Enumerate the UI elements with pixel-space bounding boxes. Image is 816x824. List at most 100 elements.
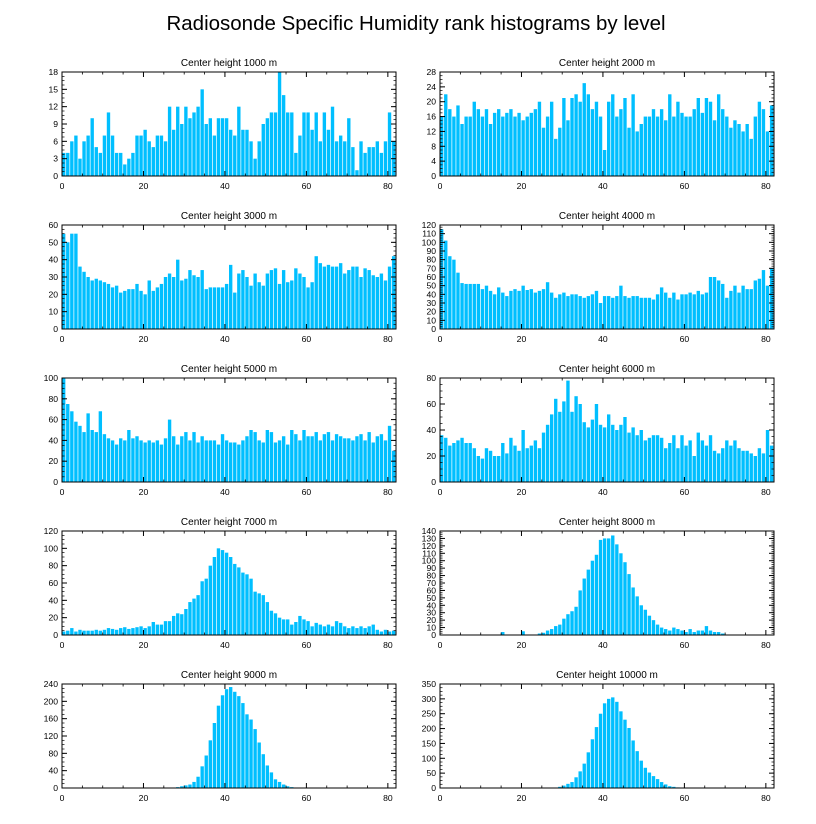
bar <box>171 615 176 635</box>
bar <box>448 256 452 329</box>
bar <box>277 617 282 635</box>
bar <box>66 404 70 482</box>
y-tick-label: 60 <box>48 415 58 425</box>
bar <box>497 287 501 329</box>
bar <box>176 106 180 176</box>
bar <box>159 444 164 482</box>
bar <box>338 135 343 176</box>
bar <box>729 445 733 482</box>
bar <box>265 765 270 788</box>
bar <box>139 440 143 482</box>
panel-5: Center height 5000 m 0 20 40 60 80 0 20 40 60 80 10… <box>44 364 397 497</box>
bar <box>651 435 656 482</box>
bar <box>615 430 619 482</box>
bar <box>501 632 505 635</box>
y-tick-label: 240 <box>44 679 59 689</box>
y-tick-label: 30 <box>48 272 58 282</box>
bar <box>586 752 590 788</box>
bar <box>554 297 558 329</box>
bar <box>570 294 574 329</box>
bar <box>249 578 253 635</box>
bar <box>127 430 131 482</box>
bar <box>708 277 713 329</box>
bar <box>212 723 217 788</box>
bar <box>253 729 257 788</box>
bar <box>562 401 566 482</box>
bar <box>302 277 306 329</box>
bar <box>184 785 188 788</box>
bar <box>765 285 770 329</box>
bar <box>347 118 351 176</box>
bar <box>216 118 221 176</box>
bar <box>257 440 261 482</box>
bar <box>696 98 700 176</box>
x-tick-label: 60 <box>680 640 690 650</box>
bar <box>631 94 635 176</box>
bar <box>509 290 513 329</box>
bar <box>114 629 119 635</box>
bar <box>102 629 107 635</box>
bar <box>119 152 123 176</box>
bar <box>318 263 322 329</box>
bar <box>615 296 619 329</box>
y-tick-label: 80 <box>426 571 436 581</box>
bar <box>86 413 90 482</box>
bar <box>310 129 314 176</box>
panel-title: Center height 2000 m <box>559 58 655 69</box>
bar <box>371 147 375 176</box>
bar <box>554 138 558 176</box>
bar <box>541 127 546 176</box>
bar <box>94 432 98 482</box>
bar <box>566 614 570 635</box>
bar <box>545 630 550 635</box>
bar <box>86 630 90 635</box>
bar <box>733 285 737 329</box>
panel-6: Center height 6000 m 0 20 40 60 80 0 20 40 60 80 <box>426 364 775 497</box>
bar <box>749 453 753 482</box>
bar <box>488 450 493 482</box>
bar <box>607 698 611 788</box>
bar <box>176 444 180 482</box>
bar <box>651 620 656 635</box>
bar <box>245 277 249 329</box>
bar <box>672 786 676 788</box>
bar <box>334 621 339 635</box>
x-tick-label: 20 <box>139 487 149 497</box>
bar <box>143 628 147 635</box>
bar <box>176 613 180 635</box>
bar <box>456 272 460 329</box>
bar <box>509 109 513 176</box>
bar <box>318 440 322 482</box>
bar <box>82 141 86 176</box>
bar <box>277 440 282 482</box>
bar <box>488 124 493 176</box>
y-tick-label: 70 <box>426 578 436 588</box>
bar <box>265 273 270 329</box>
bar <box>619 711 623 788</box>
bar <box>655 779 660 788</box>
bar <box>192 432 196 482</box>
bar <box>635 596 639 635</box>
bar <box>651 299 656 329</box>
bar <box>704 292 709 329</box>
bar <box>143 442 147 482</box>
bar <box>664 629 668 635</box>
x-tick-label: 20 <box>517 487 527 497</box>
x-tick-label: 0 <box>438 640 443 650</box>
bar <box>338 263 343 329</box>
bar <box>586 569 590 635</box>
bar <box>241 129 245 176</box>
bar <box>363 268 367 329</box>
bar <box>294 152 298 176</box>
bar <box>310 436 314 482</box>
panel-1: Center height 1000 m 0 20 40 60 80 0 3 6 9 12 15 18 <box>48 58 397 191</box>
panel-title: Center height 7000 m <box>181 517 277 528</box>
bar <box>66 242 70 329</box>
bar <box>448 109 452 176</box>
bar <box>224 283 229 329</box>
bar <box>602 538 607 635</box>
bar <box>163 621 168 635</box>
bar <box>725 116 729 176</box>
bar <box>745 124 749 176</box>
bar <box>639 605 643 635</box>
